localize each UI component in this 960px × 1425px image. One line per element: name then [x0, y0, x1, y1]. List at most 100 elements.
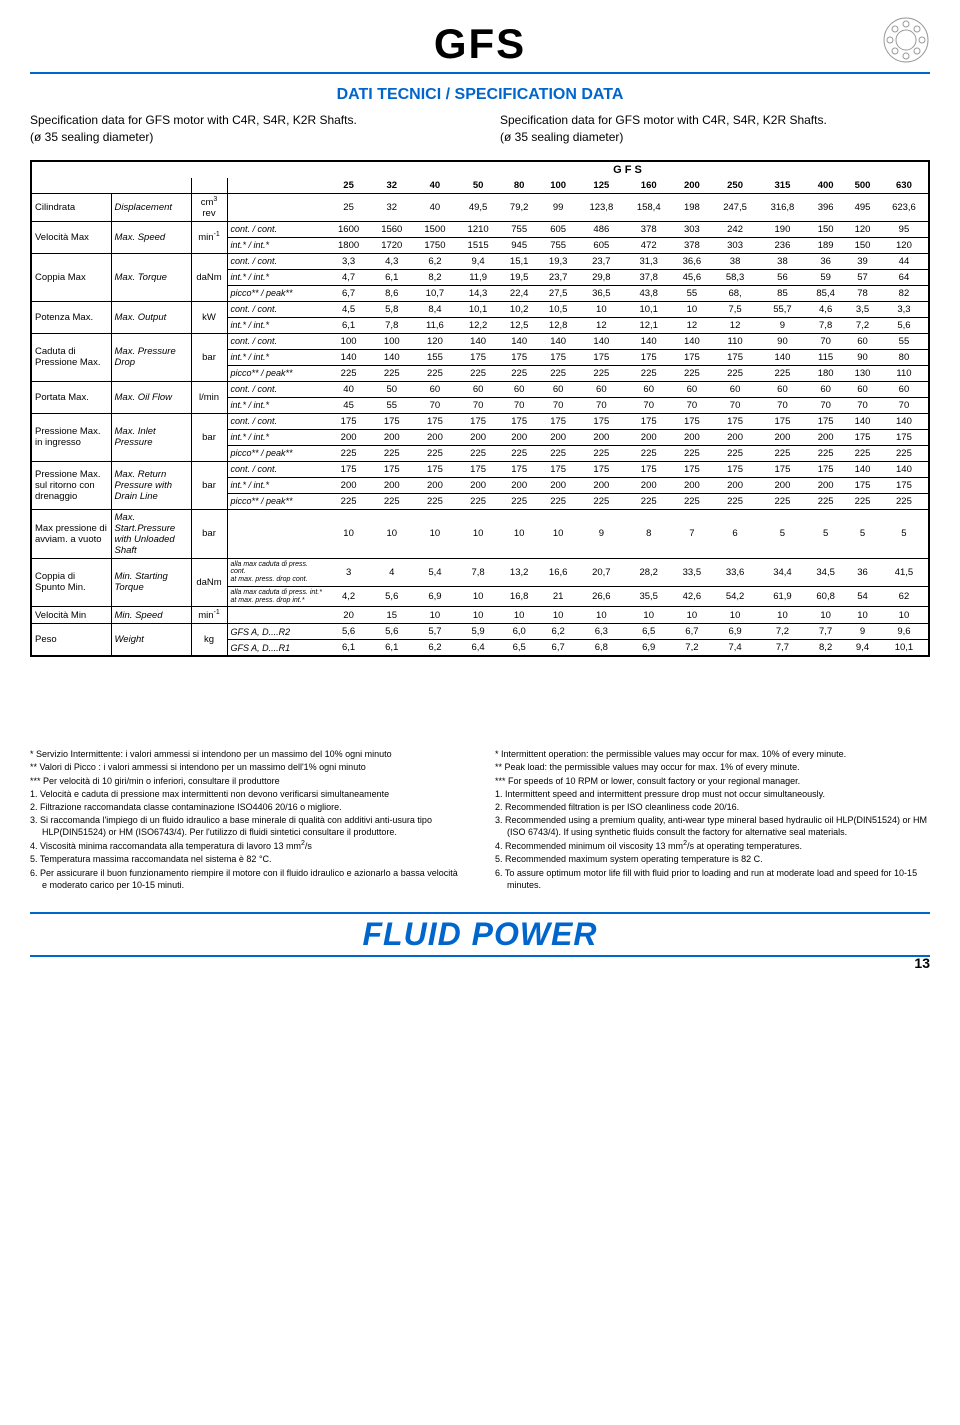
data-cell: 5 [759, 509, 806, 558]
data-cell: 396 [806, 193, 845, 221]
data-cell: 62 [880, 586, 929, 606]
data-cell: 10 [845, 607, 880, 624]
data-cell: 225 [759, 445, 806, 461]
param-condition: picco** / peak** [227, 285, 327, 301]
data-cell: 82 [880, 285, 929, 301]
data-cell: 40 [413, 193, 456, 221]
data-cell: 225 [845, 445, 880, 461]
data-cell: 90 [845, 349, 880, 365]
data-cell: 70 [711, 397, 758, 413]
data-cell: 15,1 [500, 253, 539, 269]
data-cell: 5,6 [880, 317, 929, 333]
footnote-line: ** Valori di Picco : i valori ammessi si… [30, 761, 465, 773]
data-cell: 7,8 [370, 317, 413, 333]
data-cell: 10 [578, 301, 625, 317]
data-cell: 7,7 [806, 624, 845, 640]
size-header: 400 [806, 178, 845, 194]
data-cell: 175 [845, 477, 880, 493]
data-cell: 6 [711, 509, 758, 558]
size-header: 32 [370, 178, 413, 194]
data-cell: 15 [370, 607, 413, 624]
data-cell: 70 [806, 397, 845, 413]
param-condition: int.* / int.* [227, 429, 327, 445]
data-cell: 200 [759, 429, 806, 445]
data-cell: 10 [711, 607, 758, 624]
data-cell: 9 [845, 624, 880, 640]
data-cell: 1515 [457, 237, 500, 253]
data-cell: 140 [845, 461, 880, 477]
data-cell: 60 [759, 381, 806, 397]
data-cell: 175 [625, 349, 672, 365]
param-label-it: Potenza Max. [31, 301, 111, 333]
data-cell: 95 [880, 221, 929, 237]
data-cell: 225 [625, 365, 672, 381]
data-cell: 40 [327, 381, 370, 397]
size-header: 80 [500, 178, 539, 194]
param-label-en: Max. Speed [111, 221, 191, 253]
param-label-en: Max. Output [111, 301, 191, 333]
param-condition: cont. / cont. [227, 381, 327, 397]
data-cell: 60 [413, 381, 456, 397]
data-cell: 5,4 [413, 558, 456, 586]
data-cell: 55 [880, 333, 929, 349]
data-cell: 60 [845, 333, 880, 349]
data-cell: 70 [578, 397, 625, 413]
data-cell: 175 [327, 461, 370, 477]
data-cell: 175 [625, 461, 672, 477]
footnote-line: ** Peak load: the permissible values may… [495, 761, 930, 773]
data-cell: 140 [880, 461, 929, 477]
data-cell: 110 [880, 365, 929, 381]
param-condition [227, 509, 327, 558]
data-cell: 10,7 [413, 285, 456, 301]
data-cell: 42,6 [672, 586, 711, 606]
data-cell: 35,5 [625, 586, 672, 606]
data-cell: 225 [578, 493, 625, 509]
data-cell: 6,5 [500, 640, 539, 657]
data-cell: 6,9 [413, 586, 456, 606]
data-cell: 225 [845, 493, 880, 509]
data-cell: 60 [880, 381, 929, 397]
data-cell: 5 [806, 509, 845, 558]
data-cell: 60 [457, 381, 500, 397]
data-cell: 175 [672, 413, 711, 429]
data-cell: 5,6 [370, 624, 413, 640]
data-cell: 140 [625, 333, 672, 349]
data-cell: 10 [880, 607, 929, 624]
data-cell: 49,5 [457, 193, 500, 221]
page-header: GFS [30, 20, 930, 74]
data-cell: 9,4 [845, 640, 880, 657]
data-cell: 225 [880, 493, 929, 509]
param-label-it: Velocità Max [31, 221, 111, 253]
data-cell: 5,6 [327, 624, 370, 640]
data-cell: 6,3 [578, 624, 625, 640]
param-label-en: Max. Torque [111, 253, 191, 301]
data-cell: 175 [457, 349, 500, 365]
param-unit: kg [191, 624, 227, 657]
spec-left-line2: (ø 35 sealing diameter) [30, 129, 460, 146]
data-cell: 6,2 [413, 253, 456, 269]
data-cell: 623,6 [880, 193, 929, 221]
data-cell: 4,7 [327, 269, 370, 285]
data-cell: 10 [578, 607, 625, 624]
data-cell: 54,2 [711, 586, 758, 606]
data-cell: 5,6 [370, 586, 413, 606]
param-label-en: Min. Speed [111, 607, 191, 624]
data-cell: 175 [370, 461, 413, 477]
data-cell: 34,5 [806, 558, 845, 586]
data-cell: 8,2 [413, 269, 456, 285]
data-cell: 20,7 [578, 558, 625, 586]
data-cell: 200 [500, 429, 539, 445]
param-label-it: Peso [31, 624, 111, 657]
data-cell: 3,3 [880, 301, 929, 317]
size-header: 100 [539, 178, 578, 194]
data-cell: 175 [539, 349, 578, 365]
data-cell: 130 [845, 365, 880, 381]
data-cell: 140 [327, 349, 370, 365]
data-cell: 225 [500, 365, 539, 381]
data-cell: 37,8 [625, 269, 672, 285]
data-cell: 175 [759, 413, 806, 429]
data-cell: 200 [711, 429, 758, 445]
data-cell: 605 [539, 221, 578, 237]
param-label-en: Max. Inlet Pressure [111, 413, 191, 461]
data-cell: 55 [672, 285, 711, 301]
